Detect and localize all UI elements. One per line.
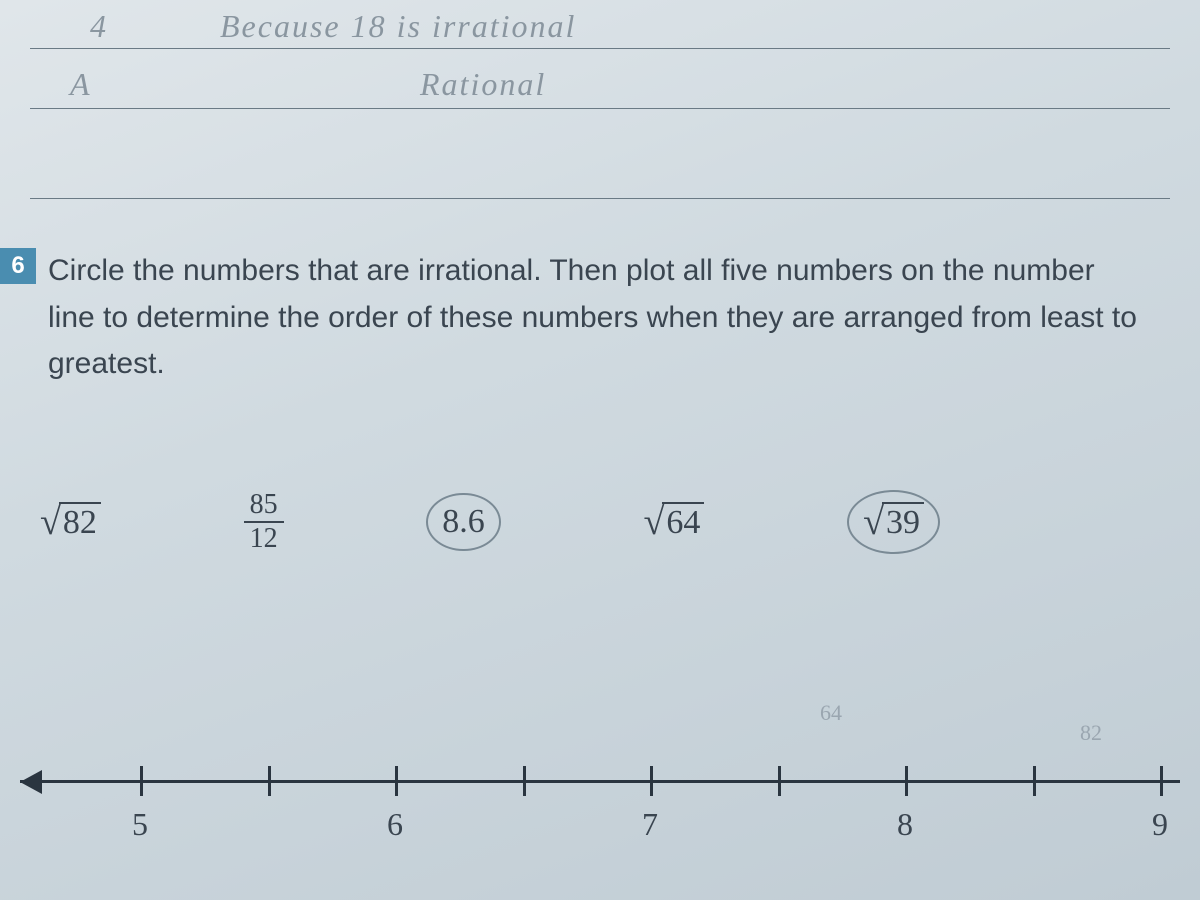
number-line: 5 6 7 8 9 xyxy=(20,740,1180,860)
fraction-denominator: 12 xyxy=(244,523,284,553)
fraction: 85 12 xyxy=(244,491,284,553)
number-decimal-8-6: 8.6 xyxy=(426,493,501,551)
handwritten-plot-label: 64 xyxy=(820,700,842,726)
rule-line xyxy=(30,108,1170,109)
sqrt-symbol: √ xyxy=(40,500,61,544)
sqrt-symbol: √ xyxy=(644,500,665,544)
sqrt-value: 39 xyxy=(882,502,924,542)
number-line-tick xyxy=(650,766,653,796)
number-line-tick xyxy=(778,766,781,796)
number-fraction-85-12: 85 12 xyxy=(244,491,284,553)
number-line-tick xyxy=(395,766,398,796)
problem-instruction: Circle the numbers that are irrational. … xyxy=(48,248,1140,388)
handwritten-text: 4 xyxy=(90,8,108,45)
handwritten-text: Because 18 is irrational xyxy=(220,8,576,45)
rule-line xyxy=(30,198,1170,199)
sqrt-symbol: √ xyxy=(863,500,884,544)
number-line-tick xyxy=(523,766,526,796)
sqrt-value: 82 xyxy=(59,502,101,542)
number-sqrt-82: √82 xyxy=(40,500,101,544)
number-line-axis xyxy=(20,780,1180,783)
numbers-row: √82 85 12 8.6 √64 √39 xyxy=(40,490,940,554)
number-line-label: 5 xyxy=(132,806,148,843)
number-line-label: 9 xyxy=(1152,806,1168,843)
fraction-numerator: 85 xyxy=(244,491,284,523)
number-line-tick xyxy=(1033,766,1036,796)
number-line-label: 8 xyxy=(897,806,913,843)
number-line-label: 6 xyxy=(387,806,403,843)
number-line-label: 7 xyxy=(642,806,658,843)
rule-line xyxy=(30,48,1170,49)
number-sqrt-39: √39 xyxy=(847,490,940,554)
sqrt-value: 64 xyxy=(662,502,704,542)
number-line-tick xyxy=(140,766,143,796)
number-line-tick xyxy=(268,766,271,796)
handwriting-area: 4 Because 18 is irrational A Rational xyxy=(0,0,1200,200)
number-sqrt-64: √64 xyxy=(644,500,705,544)
handwritten-text: Rational xyxy=(420,66,546,103)
worksheet-paper: 4 Because 18 is irrational A Rational 6 … xyxy=(0,0,1200,900)
problem-number-text: 6 xyxy=(11,252,24,280)
number-line-tick xyxy=(905,766,908,796)
decimal-value: 8.6 xyxy=(442,503,485,541)
number-line-tick xyxy=(1160,766,1163,796)
problem-number-badge: 6 xyxy=(0,248,36,284)
handwritten-text: A xyxy=(70,66,92,103)
